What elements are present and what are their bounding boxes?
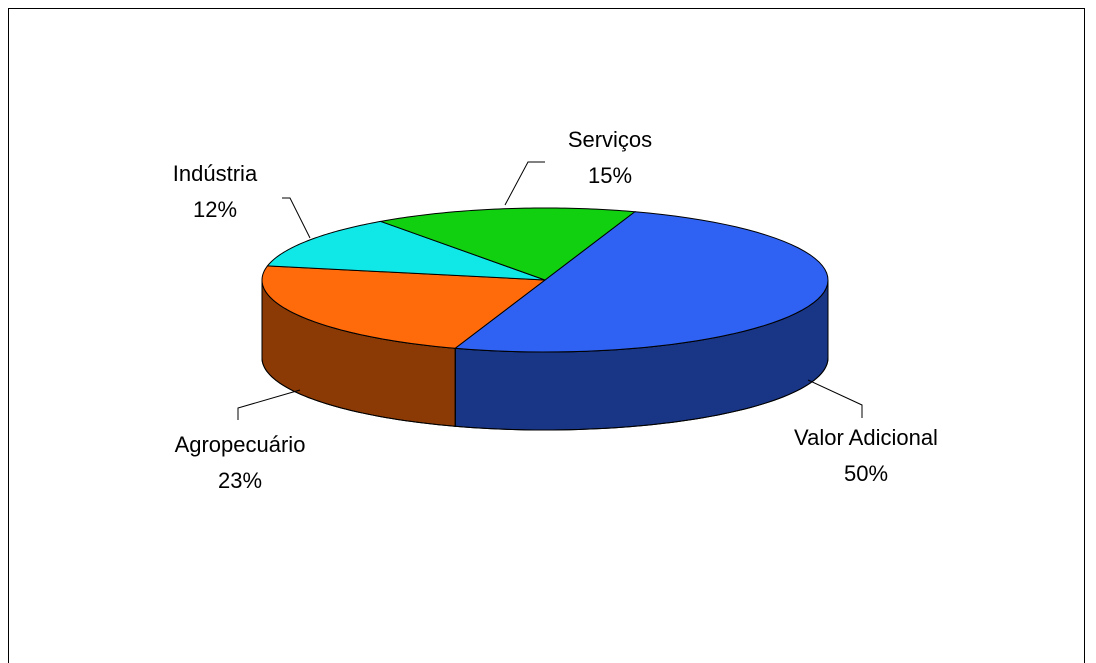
slice-value-label: 50%	[844, 461, 888, 486]
leader-line	[237, 389, 301, 420]
slice-value-label: 15%	[588, 163, 632, 188]
pie-slice	[266, 220, 546, 281]
slice-label: Serviços	[568, 127, 652, 152]
slice-value-label: 12%	[193, 197, 237, 222]
pie-slice	[453, 211, 829, 353]
slice-value-label: 23%	[218, 468, 262, 493]
pie-slice	[261, 265, 547, 349]
leader-line	[504, 161, 545, 206]
pie-slice	[378, 207, 637, 281]
slice-label: Agropecuário	[175, 432, 306, 457]
leader-line	[282, 197, 311, 239]
leader-line	[807, 379, 863, 418]
slice-label: Valor Adicional	[794, 425, 938, 450]
slice-label: Indústria	[173, 161, 258, 186]
